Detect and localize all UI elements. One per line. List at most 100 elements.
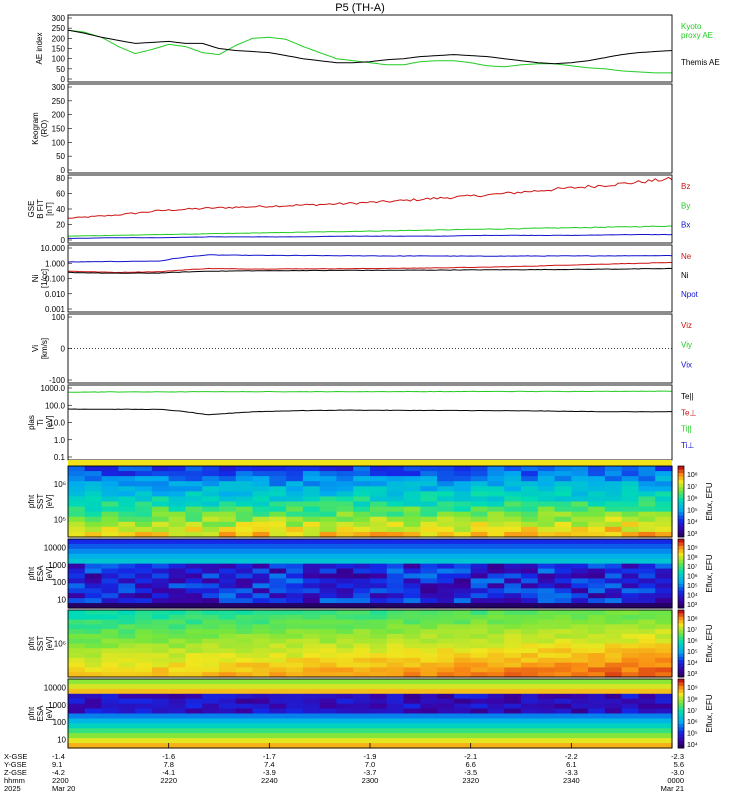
heatmap-cell: [168, 728, 187, 734]
heatmap-cell: [571, 657, 589, 664]
heatmap-cell: [319, 648, 338, 654]
heatmap-cell: [403, 648, 421, 654]
heatmap-cell: [151, 531, 170, 538]
heatmap-cell: [420, 486, 438, 492]
heatmap-cell: [537, 629, 556, 635]
heatmap-cell: [168, 662, 187, 669]
heatmap-cell: [336, 657, 354, 664]
heatmap-cell: [118, 539, 136, 545]
heatmap-cell: [286, 583, 304, 589]
heatmap-cell: [185, 633, 203, 640]
heatmap-cell: [470, 506, 489, 513]
heatmap-cell: [302, 543, 321, 550]
heatmap-cell: [353, 672, 371, 678]
heatmap-cell: [571, 506, 589, 513]
panel-frame: [67, 465, 673, 538]
heatmap-cell: [470, 648, 489, 654]
heatmap-cell: [537, 708, 556, 715]
heatmap-cell: [235, 558, 254, 565]
colorbar-segment: [678, 539, 684, 543]
heatmap-cell: [487, 521, 505, 528]
colorbar-segment: [678, 723, 684, 728]
heatmap-cell: [403, 743, 421, 749]
heatmap-cell: [202, 481, 220, 487]
x-tick-label: -3.9: [263, 768, 276, 777]
y-axis-label: AE index: [35, 32, 44, 64]
heatmap-cell: [319, 624, 338, 630]
heatmap-cell: [252, 563, 270, 570]
heatmap-cell: [252, 539, 270, 545]
heatmap-cell: [453, 481, 472, 487]
heatmap-cell: [554, 543, 572, 550]
heatmap-cell: [521, 667, 539, 673]
colorbar-segment: [678, 706, 684, 711]
colorbar-segment: [678, 512, 684, 517]
heatmap-cell: [453, 718, 472, 724]
heatmap-cell: [621, 638, 640, 645]
heatmap-cell: [151, 539, 170, 545]
heatmap-cell: [84, 583, 103, 589]
heatmap-cell: [420, 481, 438, 487]
heatmap-cell: [302, 629, 321, 635]
heatmap-cell: [604, 672, 623, 678]
heatmap-cell: [571, 653, 589, 659]
heatmap-cell: [453, 657, 472, 664]
heatmap-cell: [621, 486, 640, 492]
heatmap-cell: [571, 466, 589, 472]
heatmap-cell: [185, 573, 203, 580]
heatmap-cell: [219, 506, 237, 513]
heatmap-cell: [219, 619, 237, 625]
heatmap-cell: [470, 718, 489, 724]
colorbar-segment: [678, 744, 684, 749]
heatmap-cell: [219, 629, 237, 635]
heatmap-cell: [101, 653, 119, 659]
heatmap-cell: [151, 688, 170, 695]
heatmap-cell: [68, 563, 86, 570]
heatmap-cell: [219, 643, 237, 649]
heatmap-cell: [621, 653, 640, 659]
heatmap-cell: [118, 531, 136, 538]
heatmap-cell: [168, 648, 187, 654]
heatmap-cell: [470, 501, 489, 508]
heatmap-cell: [269, 667, 287, 673]
heatmap-cell: [101, 471, 119, 477]
colorbar-segment: [678, 526, 684, 531]
heatmap-cell: [621, 548, 640, 555]
heatmap-cell: [537, 643, 556, 649]
heatmap-cell: [84, 471, 103, 477]
heatmap-cell: [336, 643, 354, 649]
heatmap-cell: [118, 708, 136, 715]
heatmap-cell: [504, 667, 522, 673]
heatmap-cell: [269, 486, 287, 492]
colorbar-segment: [678, 660, 684, 665]
heatmap-cell: [386, 526, 405, 533]
heatmap-cell: [135, 698, 153, 705]
heatmap-cell: [638, 718, 656, 724]
heatmap-cell: [621, 543, 640, 550]
colorbar-segment: [678, 494, 684, 499]
heatmap-cell: [504, 619, 522, 625]
heatmap-cell: [537, 501, 556, 508]
heatmap-cell: [571, 713, 589, 720]
heatmap-cell: [571, 688, 589, 695]
y-tick-label: 1000: [48, 701, 66, 710]
heatmap-cell: [353, 481, 371, 487]
heatmap-cell: [588, 738, 606, 744]
heatmap-cell: [638, 672, 656, 678]
heatmap-cell: [638, 496, 656, 503]
heatmap-cell: [269, 610, 287, 616]
heatmap-cell: [168, 614, 187, 621]
heatmap-cell: [336, 588, 354, 594]
heatmap-cell: [437, 633, 455, 640]
heatmap-cell: [219, 553, 237, 560]
heatmap-cell: [269, 653, 287, 659]
heatmap-cell: [84, 657, 103, 664]
heatmap-cell: [571, 698, 589, 705]
heatmap-cell: [604, 718, 623, 724]
heatmap-cell: [353, 619, 371, 625]
heatmap-cell: [487, 539, 505, 545]
heatmap-cell: [101, 496, 119, 503]
heatmap-cell: [185, 486, 203, 492]
heatmap-cell: [437, 526, 455, 533]
colorbar-segment: [678, 487, 684, 492]
